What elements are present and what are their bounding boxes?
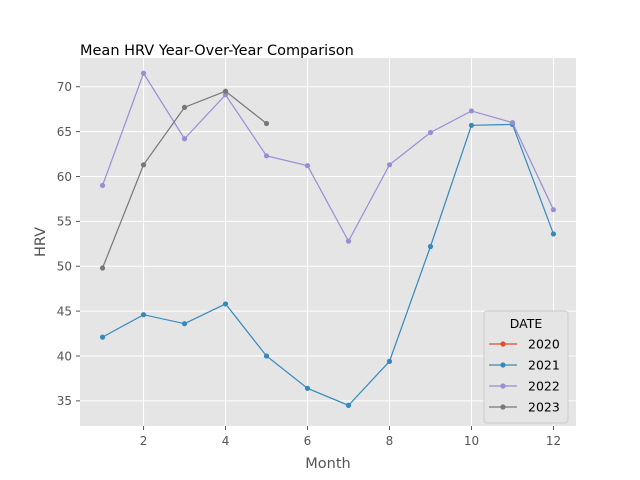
series-2023 — [99, 88, 270, 271]
series-2021-point — [427, 243, 434, 250]
series-2022-point — [99, 182, 106, 189]
series-2022-line — [101, 71, 554, 243]
legend-item-2022-swatch-marker — [500, 383, 506, 389]
series-2022-point — [427, 129, 434, 136]
series-2022-point — [222, 92, 229, 98]
series-2021-point — [550, 231, 557, 237]
legend-item-2021-label: 2021 — [528, 357, 560, 372]
legend-item-2022: 2022 — [489, 378, 560, 393]
series-2023-point — [140, 162, 147, 168]
y-axis-label: HRV — [33, 227, 49, 257]
legend-item-2023-swatch-marker — [500, 404, 506, 410]
x-axis-label: Month — [305, 456, 350, 472]
series-2021-line — [102, 123, 555, 407]
series-lines — [99, 70, 557, 408]
x-tick-label: 4 — [222, 434, 230, 448]
x-tick-label: 8 — [386, 434, 394, 448]
legend-box — [483, 310, 569, 424]
series-2022 — [99, 70, 557, 244]
series-2022-point — [345, 238, 352, 244]
legend-item-2020: 2020 — [489, 336, 560, 351]
chart-title: Mean HRV Year-Over-Year Comparison — [80, 43, 354, 59]
legend-item-2021-swatch-marker — [500, 362, 506, 368]
y-tick-label: 45 — [57, 304, 72, 318]
legend-item-2020-label: 2020 — [528, 336, 560, 351]
y-tick-label: 55 — [57, 215, 72, 229]
series-2022-point — [386, 162, 393, 168]
legend-item-2023: 2023 — [489, 399, 560, 414]
series-2022-point — [263, 153, 270, 159]
series-2021-point — [386, 358, 393, 364]
axis-ticks: 2 4 6 8 10 12 35 40 45 50 55 60 65 70 — [57, 80, 561, 448]
series-2022-point — [468, 108, 475, 114]
legend-item-2023-label: 2023 — [528, 399, 560, 414]
y-tick-label: 70 — [57, 80, 72, 94]
series-2021-point — [304, 385, 311, 391]
series-2021-point — [181, 321, 188, 327]
series-2023-point — [99, 265, 106, 271]
series-2021-point — [222, 301, 229, 307]
series-2021-point — [140, 312, 147, 318]
y-tick-label: 60 — [57, 170, 72, 184]
series-2021-point — [345, 402, 352, 408]
x-tick-label: 12 — [546, 434, 561, 448]
y-tick-label: 65 — [57, 125, 72, 139]
series-2023-point — [181, 104, 188, 110]
legend-item-2020-swatch-marker — [500, 341, 506, 347]
series-2023-point — [222, 88, 229, 94]
series-2021-point — [468, 122, 475, 128]
legend-items: 2020 2021 2022 2023 — [489, 336, 560, 414]
series-2022-point — [140, 70, 147, 76]
legend: DATE 2020 2021 2022 2023 — [483, 310, 569, 424]
series-2022-point — [509, 120, 516, 126]
legend-item-2021: 2021 — [489, 357, 560, 372]
x-tick-label: 10 — [464, 434, 479, 448]
series-2021-point — [99, 334, 106, 340]
y-tick-label: 50 — [57, 260, 72, 274]
y-tick-label: 40 — [57, 349, 72, 363]
series-2023-point — [263, 120, 270, 127]
legend-item-2022-label: 2022 — [528, 378, 560, 393]
x-tick-label: 2 — [140, 434, 148, 448]
legend-title: DATE — [510, 316, 543, 331]
series-2022-point — [304, 163, 311, 169]
series-2022-point — [550, 207, 557, 213]
x-tick-label: 6 — [304, 434, 312, 448]
series-2021-point — [263, 353, 270, 359]
series-2022-point — [181, 136, 188, 142]
y-tick-label: 35 — [57, 394, 72, 408]
